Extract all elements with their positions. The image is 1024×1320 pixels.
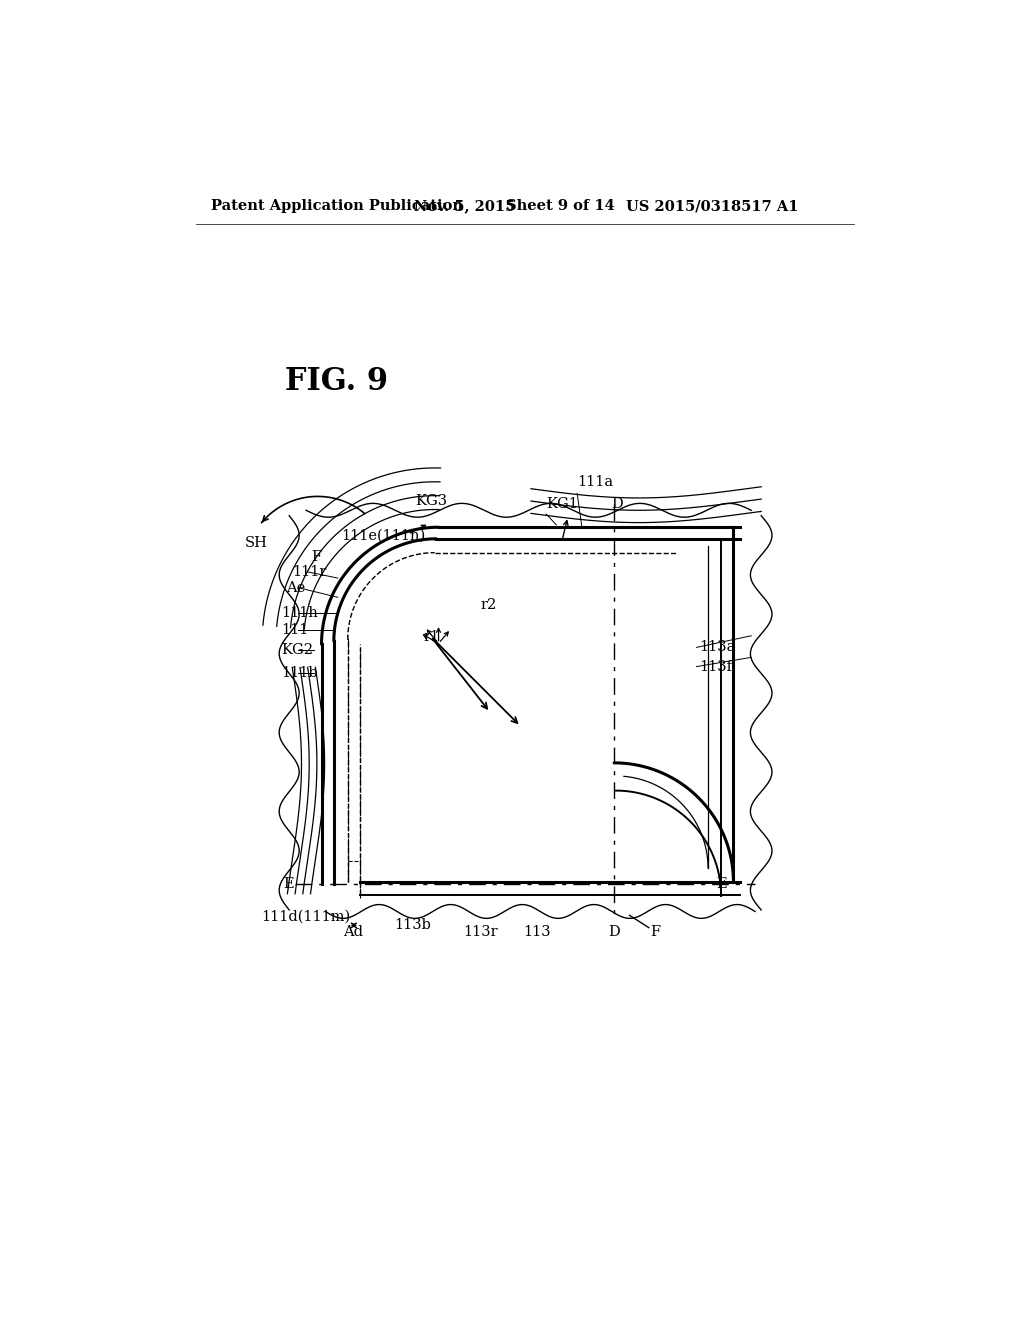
Text: US 2015/0318517 A1: US 2015/0318517 A1 xyxy=(627,199,799,213)
Text: Nov. 5, 2015: Nov. 5, 2015 xyxy=(414,199,515,213)
Text: KG1: KG1 xyxy=(547,498,579,511)
Text: E: E xyxy=(284,876,294,891)
Text: F: F xyxy=(650,925,660,940)
Text: Ae: Ae xyxy=(286,581,305,595)
Text: 111d(111m): 111d(111m) xyxy=(261,909,350,924)
Text: 111e(111n): 111e(111n) xyxy=(342,529,426,543)
Text: 113b: 113b xyxy=(394,917,431,932)
Text: D: D xyxy=(608,925,620,940)
Text: 111a: 111a xyxy=(578,475,613,490)
Text: 113r: 113r xyxy=(463,925,498,940)
Text: 113f: 113f xyxy=(698,660,732,673)
Text: E: E xyxy=(716,876,726,891)
Text: Ad: Ad xyxy=(343,925,364,940)
Text: SH: SH xyxy=(245,536,267,550)
Text: r2: r2 xyxy=(481,598,498,612)
Text: F: F xyxy=(310,550,321,564)
Text: 113: 113 xyxy=(523,925,551,940)
Text: FIG. 9: FIG. 9 xyxy=(285,367,387,397)
Text: Sheet 9 of 14: Sheet 9 of 14 xyxy=(506,199,615,213)
Text: 111r: 111r xyxy=(292,565,327,579)
Text: 113a: 113a xyxy=(698,640,735,655)
Text: KG3: KG3 xyxy=(416,494,447,508)
Text: 111: 111 xyxy=(282,623,309,636)
Text: 111b: 111b xyxy=(282,665,318,680)
Text: D: D xyxy=(611,498,623,511)
Text: 111h: 111h xyxy=(282,606,318,619)
Text: KG2: KG2 xyxy=(282,643,313,656)
Text: Patent Application Publication: Patent Application Publication xyxy=(211,199,464,213)
Text: r1: r1 xyxy=(423,631,439,644)
